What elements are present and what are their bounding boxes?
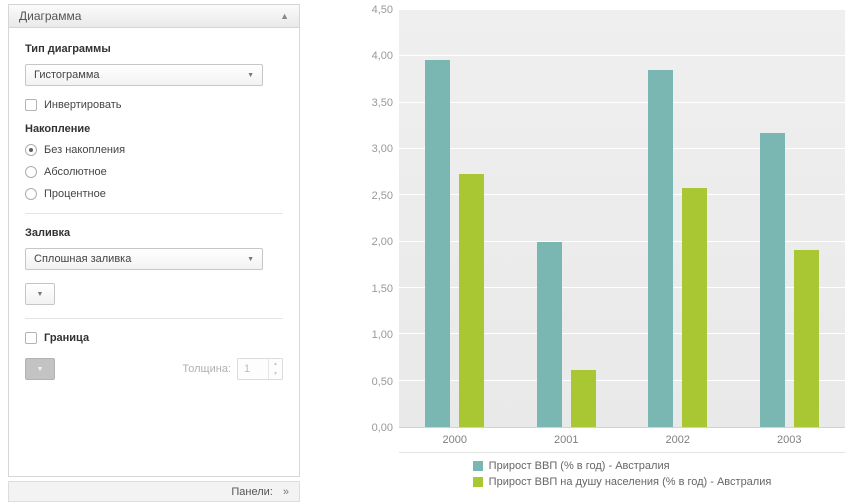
legend-label: Прирост ВВП на душу населения (% в год) …: [488, 476, 772, 488]
bar: [682, 187, 708, 427]
radio[interactable]: [25, 188, 37, 200]
y-tick-label: 0,50: [371, 375, 393, 388]
invert-checkbox-row[interactable]: Инвертировать: [25, 99, 283, 111]
border-checkbox-row[interactable]: Граница: [25, 332, 283, 344]
bars: [399, 10, 845, 427]
legend-item: Прирост ВВП на душу населения (% в год) …: [472, 476, 772, 488]
divider: [25, 213, 283, 214]
stacking-option-absolute-label: Абсолютное: [44, 166, 107, 178]
panel-header[interactable]: Диаграмма ▲: [9, 5, 299, 28]
x-tick-label: 2002: [665, 434, 690, 446]
bar: [459, 174, 485, 427]
bar: [759, 133, 785, 427]
y-tick-label: 0,00: [371, 422, 393, 434]
x-tick-label: 2000: [442, 434, 467, 446]
thickness-label: Толщина:: [182, 363, 231, 375]
x-tick-label: 2001: [554, 434, 579, 446]
chart-settings-panel: Диаграмма ▲ Тип диаграммы Гистограмма ▼ …: [8, 4, 300, 477]
legend-label: Прирост ВВП (% в год) - Австралия: [488, 460, 670, 472]
y-tick-label: 2,00: [371, 236, 393, 249]
collapse-icon[interactable]: ▲: [280, 11, 289, 21]
panels-expand-icon[interactable]: »: [282, 485, 289, 498]
x-tick-label: 2003: [777, 434, 802, 446]
radio-selected[interactable]: [25, 144, 37, 156]
fill-color-dropdown-button[interactable]: ▼: [25, 283, 55, 305]
legend-item: Прирост ВВП (% в год) - Австралия: [472, 460, 670, 472]
chart-type-value: Гистограмма: [34, 69, 100, 81]
stepper-arrows: ▲ ▼: [268, 359, 282, 379]
legend: Прирост ВВП (% в год) - Австралия Прирост…: [472, 460, 772, 488]
stepper-down-icon[interactable]: ▼: [273, 371, 278, 377]
bar: [793, 250, 819, 427]
gridline: [399, 333, 845, 335]
stacking-option-none-label: Без накопления: [44, 144, 126, 156]
panel-body: Тип диаграммы Гистограмма ▼ Инвертироват…: [9, 28, 299, 393]
y-tick-label: 3,00: [371, 143, 393, 156]
chevron-down-icon: ▼: [247, 255, 254, 263]
bar-group: [622, 10, 734, 427]
fill-value: Сплошная заливка: [34, 253, 132, 265]
stacking-option-none[interactable]: Без накопления: [25, 144, 283, 156]
y-tick-label: 2,50: [371, 189, 393, 202]
gridline: [399, 101, 845, 103]
border-color-dropdown-button[interactable]: ▼: [25, 358, 55, 380]
stacking-label: Накопление: [25, 123, 91, 135]
bar: [570, 369, 596, 427]
border-options-row: ▼ Толщина: ▲ ▼: [25, 358, 283, 380]
stacking-option-percent[interactable]: Процентное: [25, 188, 283, 200]
panel-title: Диаграмма: [19, 9, 82, 23]
chart-type-select[interactable]: Гистограмма ▼: [25, 64, 263, 86]
bar: [425, 60, 451, 427]
gridline: [399, 194, 845, 196]
bar: [648, 70, 674, 427]
thickness-group: Толщина: ▲ ▼: [182, 358, 283, 380]
gridline: [399, 148, 845, 150]
thickness-stepper[interactable]: ▲ ▼: [237, 358, 283, 380]
chevron-down-icon: ▼: [36, 290, 44, 298]
bar-group: [734, 10, 846, 427]
bar-group: [399, 10, 511, 427]
y-tick-label: 1,50: [371, 282, 393, 295]
legend-wrap: Прирост ВВП (% в год) - Австралия Прирост…: [399, 452, 845, 488]
border-checkbox[interactable]: [25, 332, 37, 344]
chevron-down-icon: ▼: [36, 365, 44, 373]
radio[interactable]: [25, 166, 37, 178]
gridline: [399, 55, 845, 57]
y-tick-label: 3,50: [371, 96, 393, 109]
stepper-up-icon[interactable]: ▲: [273, 361, 278, 367]
border-label: Граница: [44, 332, 90, 344]
legend-swatch: [472, 461, 483, 471]
plot-area: [399, 9, 845, 428]
y-tick-label: 4,00: [371, 50, 393, 63]
y-tick-label: 4,50: [371, 4, 393, 16]
gridline: [399, 9, 845, 10]
invert-label: Инвертировать: [44, 99, 122, 111]
stacking-option-absolute[interactable]: Абсолютное: [25, 166, 283, 178]
chart-preview: 0,00 0,50 1,00 1,50 2,00 2,50 3,00 3,50 4,00 4,50…: [345, 0, 857, 503]
fill-label: Заливка: [25, 227, 71, 239]
bar: [536, 241, 562, 427]
gridline: [399, 287, 845, 289]
chevron-down-icon: ▼: [247, 71, 254, 79]
legend-swatch: [472, 477, 483, 487]
divider: [25, 318, 283, 319]
gridline: [399, 379, 845, 381]
chart-type-label: Тип диаграммы: [25, 43, 111, 55]
y-tick-label: 1,00: [371, 329, 393, 342]
fill-select[interactable]: Сплошная заливка ▼: [25, 248, 263, 270]
bar-group: [511, 10, 623, 427]
stacking-option-percent-label: Процентное: [44, 188, 106, 200]
thickness-input[interactable]: [238, 359, 268, 379]
x-axis: 2000 2001 2002 2003: [399, 434, 845, 446]
panels-bar: Панели: »: [8, 481, 300, 502]
gridline: [399, 240, 845, 242]
invert-checkbox[interactable]: [25, 99, 37, 111]
panels-label: Панели:: [231, 485, 273, 498]
y-axis: 0,00 0,50 1,00 1,50 2,00 2,50 3,00 3,50 4,00 4,50: [345, 4, 393, 434]
